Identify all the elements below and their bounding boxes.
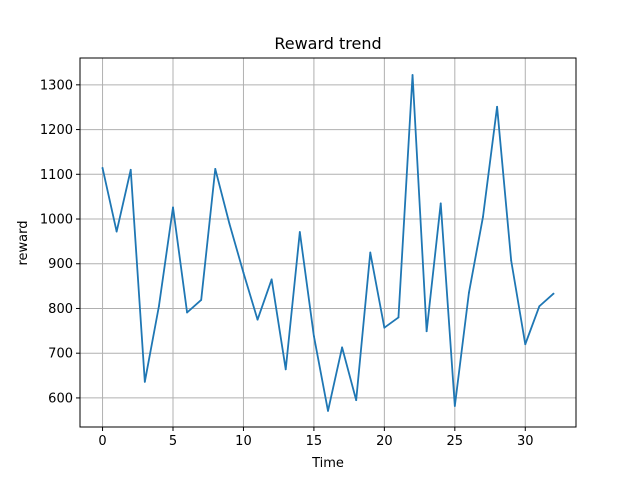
data-point — [552, 292, 555, 295]
data-point — [397, 316, 400, 319]
y-axis-label: reward — [16, 220, 31, 265]
x-tick-label: 10 — [235, 434, 252, 449]
data-point — [453, 405, 456, 407]
data-point — [313, 335, 315, 338]
data-point — [355, 399, 358, 402]
x-tick-label: 20 — [376, 434, 393, 449]
series-line — [101, 74, 555, 412]
plot-frame — [79, 57, 577, 428]
data-point — [369, 251, 372, 254]
data-point — [482, 215, 484, 218]
y-tick-label: 1200 — [40, 123, 73, 138]
data-point — [101, 167, 104, 169]
data-point — [186, 311, 188, 314]
y-tick-label: 800 — [48, 302, 73, 317]
x-tick-label: 30 — [517, 434, 534, 449]
data-point — [143, 380, 146, 383]
data-point — [172, 206, 174, 209]
x-tick-label: 5 — [169, 434, 177, 449]
data-point — [242, 271, 245, 274]
data-point — [439, 202, 442, 205]
data-point — [538, 305, 541, 308]
y-tick-label: 700 — [48, 347, 73, 362]
y-tick-label: 1100 — [40, 168, 73, 183]
grid — [80, 58, 576, 427]
data-point — [129, 168, 132, 171]
data-point — [270, 278, 273, 281]
data-point — [496, 105, 498, 108]
y-tick-label: 1000 — [40, 213, 73, 228]
x-tick-label: 15 — [306, 434, 323, 449]
data-point — [425, 330, 428, 333]
data-point — [200, 299, 203, 301]
data-point — [510, 259, 513, 262]
data-point — [411, 74, 414, 76]
data-point — [214, 168, 217, 170]
y-tick-label: 600 — [48, 391, 73, 406]
data-point — [524, 343, 527, 346]
data-point — [298, 231, 301, 233]
axis-ticks: 0 5 10 15 20 25 30 600 700 800 900 1000 1100 1200 1300 — [40, 78, 534, 449]
data-point — [327, 410, 329, 412]
data-point — [284, 368, 287, 371]
data-point — [383, 326, 386, 329]
y-tick-label: 1300 — [40, 78, 73, 93]
data-point — [341, 346, 343, 349]
chart-title: Reward trend — [274, 34, 381, 53]
data-point — [256, 318, 259, 321]
x-tick-label: 25 — [447, 434, 464, 449]
x-tick-label: 0 — [98, 434, 106, 449]
data-point — [158, 305, 160, 308]
data-point — [228, 222, 231, 225]
x-axis-label: Time — [311, 456, 344, 471]
data-point — [115, 230, 118, 233]
series-layer — [101, 74, 555, 412]
data-point — [468, 291, 470, 294]
y-tick-label: 900 — [48, 257, 73, 272]
